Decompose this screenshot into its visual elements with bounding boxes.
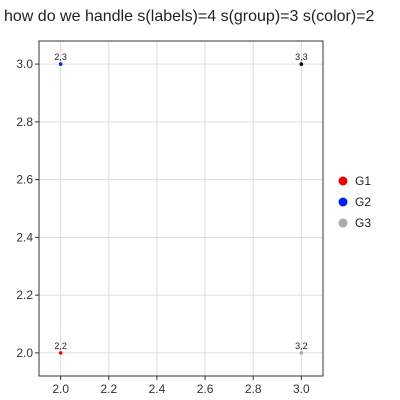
legend-swatch xyxy=(339,177,348,186)
data-point xyxy=(59,351,63,355)
y-tick-label: 2.6 xyxy=(16,173,33,187)
data-label: 3,3 xyxy=(295,52,308,62)
grid-lines xyxy=(39,41,323,376)
chart-title: how do we handle s(labels)=4 s(group)=3 … xyxy=(4,8,375,25)
y-axis: 2.0 2.2 2.4 2.6 2.8 3.0 xyxy=(16,57,39,360)
legend-swatch xyxy=(339,198,348,207)
y-tick-label: 2.2 xyxy=(16,288,33,302)
x-tick-label: 3.0 xyxy=(293,382,310,396)
x-tick-label: 2.4 xyxy=(149,382,166,396)
legend-label: G2 xyxy=(355,195,371,209)
data-points: 2,2 2,3 3,3 3,2 xyxy=(54,52,307,355)
x-tick-label: 2.2 xyxy=(100,382,117,396)
data-label: 2,3 xyxy=(54,52,67,62)
x-axis: 2.0 2.2 2.4 2.6 2.8 3.0 xyxy=(52,376,310,396)
legend-label: G3 xyxy=(355,216,371,230)
data-label: 3,2 xyxy=(295,341,308,351)
legend-label: G1 xyxy=(355,174,371,188)
y-tick-label: 2.8 xyxy=(16,115,33,129)
x-tick-label: 2.0 xyxy=(52,382,69,396)
y-tick-label: 2.0 xyxy=(16,346,33,360)
legend: G1 G2 G3 xyxy=(339,174,372,230)
data-point xyxy=(300,351,304,355)
x-tick-label: 2.8 xyxy=(245,382,262,396)
plot-area-border xyxy=(39,41,323,376)
y-tick-label: 2.4 xyxy=(16,230,33,244)
data-point xyxy=(59,62,63,66)
y-tick-label: 3.0 xyxy=(16,57,33,71)
data-label: 2,2 xyxy=(54,341,67,351)
legend-swatch xyxy=(339,219,348,228)
x-tick-label: 2.6 xyxy=(197,382,214,396)
data-point xyxy=(300,62,304,66)
